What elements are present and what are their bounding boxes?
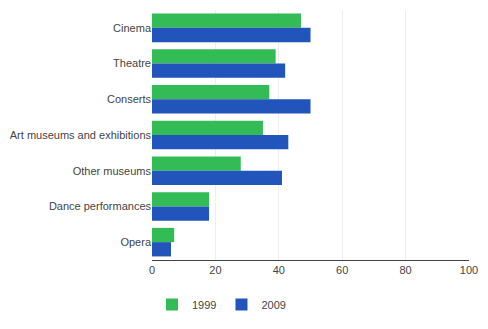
svg-text:80: 80 bbox=[399, 264, 411, 276]
svg-text:Opera: Opera bbox=[120, 236, 151, 248]
svg-text:2009: 2009 bbox=[261, 299, 285, 311]
svg-text:60: 60 bbox=[336, 264, 348, 276]
svg-text:Cinema: Cinema bbox=[113, 22, 152, 34]
svg-text:1999: 1999 bbox=[192, 299, 216, 311]
svg-text:Other museums: Other museums bbox=[73, 165, 152, 177]
svg-text:20: 20 bbox=[209, 264, 221, 276]
svg-text:40: 40 bbox=[273, 264, 285, 276]
svg-text:100: 100 bbox=[460, 264, 478, 276]
svg-text:Art museums and exhibitions: Art museums and exhibitions bbox=[10, 129, 152, 141]
svg-text:0: 0 bbox=[149, 264, 155, 276]
svg-text:Conserts: Conserts bbox=[107, 93, 152, 105]
svg-text:Theatre: Theatre bbox=[113, 57, 151, 69]
svg-text:Dance performances: Dance performances bbox=[49, 200, 152, 212]
